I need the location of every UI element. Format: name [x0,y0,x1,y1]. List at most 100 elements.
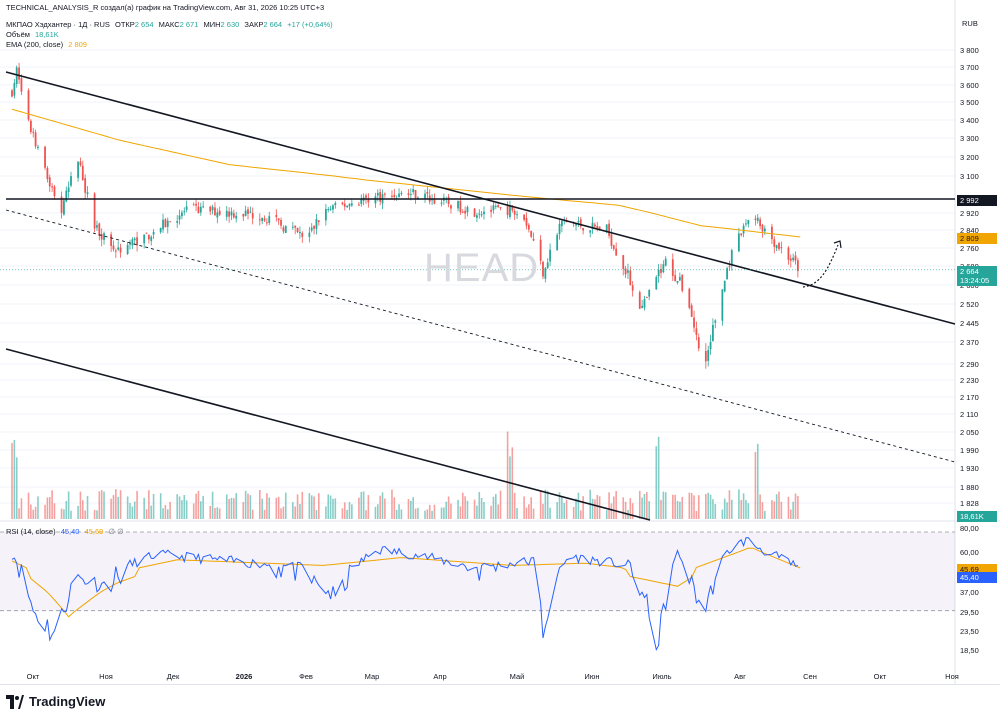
time-axis-tick: Окт [27,672,40,681]
candle-body [247,209,249,214]
volume-bar [629,498,632,519]
volume-bar [473,499,476,519]
volume-bar [594,499,596,519]
rsi-legend[interactable]: RSI (14, close) 45,40 45,69 ∅ ∅ [6,527,124,536]
volume-bar [761,502,764,519]
volume-bar [714,504,717,519]
volume-bar [681,496,684,519]
candle-body [754,218,757,220]
candle-body [480,214,483,216]
currency-label[interactable]: RUB [962,19,978,28]
ema-label: EMA (200, close) [6,40,64,49]
volume-bar [103,491,105,519]
candle-body [780,247,783,249]
candle-body [365,195,367,198]
candle-body [612,245,615,249]
candle-body [317,220,320,222]
rsi-axis-tick: 37,00 [960,588,979,597]
time-axis-tick: Авг [734,672,746,681]
volume-bar [216,507,219,519]
close-label: ЗАКР [244,20,264,29]
candle-body [383,193,386,195]
symbol-name[interactable]: МКПАО Хэдхантер · 1Д · RUS [6,20,110,29]
candle-body [183,211,186,213]
candle-body [294,225,297,228]
candle-body [671,259,674,277]
channel-upper-line [5,71,956,325]
time-axis-tick: 2026 [236,672,253,681]
price-axis-tick: 1 990 [960,446,979,455]
candle-body [629,270,632,285]
volume-bar [266,493,268,519]
volume-legend[interactable]: Объём 18,61K [6,30,59,39]
candle-body [13,83,16,96]
candle-body [709,341,712,350]
candle-body [622,255,625,270]
volume-bar [360,491,363,519]
volume-bar [721,509,724,519]
ema-legend[interactable]: EMA (200, close) 2 809 [6,40,87,49]
price-axis-tick: 3 100 [960,172,979,181]
candle-body [707,350,710,361]
candle-body [343,203,346,207]
candle-body [542,261,544,277]
rsi-ma-badge: 45,69 [957,564,997,575]
volume-bar [516,508,518,519]
candle-body [93,193,96,229]
volume-bar [67,491,70,519]
candle-body [494,205,497,207]
volume-bar [648,501,650,519]
time-axis-tick: Июн [584,672,599,681]
candle-body [610,234,613,246]
volume-bar [400,509,403,519]
rsi-axis-tick: 23,50 [960,627,979,636]
candle-body [100,234,103,240]
volume-bar [301,491,304,519]
volume-bar [655,446,658,519]
candle-body [615,248,618,256]
tradingview-logo[interactable]: TradingView [6,694,105,709]
candle-body [558,223,561,235]
volume-bar [277,496,280,519]
candle-body [742,225,745,234]
volume-bar [233,498,235,519]
candle-body [728,266,731,268]
rsi-axis-tick: 18,50 [960,646,979,655]
volume-bar [544,489,547,519]
candle-body [15,67,18,85]
candle-body [81,165,84,181]
volume-bar [528,504,530,519]
candle-body [44,146,46,168]
volume-bar [662,491,665,519]
candle-body [376,192,379,196]
volume-bar [483,502,485,519]
volume-bar [610,503,613,519]
candle-body [763,228,766,232]
candle-body [638,292,641,309]
volume-bar [726,502,728,519]
volume-bar [284,492,287,519]
time-axis-tick: Окт [874,672,887,681]
candle-body [688,288,691,308]
candle-body [334,202,337,206]
volume-bar [181,500,183,519]
volume-bar [431,510,433,519]
candle-body [308,232,311,237]
volume-bar [32,509,35,519]
candle-body [117,247,120,250]
candle-body [112,245,115,250]
price-axis-tick: 3 300 [960,134,979,143]
candle-body [119,247,122,253]
candle-body [199,206,202,213]
candle-body [232,213,235,218]
candle-body [483,211,485,215]
volume-bar [731,499,733,519]
candle-body [301,232,304,237]
volume-bar [84,510,86,519]
candle-body [258,219,261,221]
volume-bar [457,499,459,519]
volume-badge: 18,61K [957,511,997,522]
volume-bar [143,497,145,519]
open-label: ОТКР [114,20,135,29]
